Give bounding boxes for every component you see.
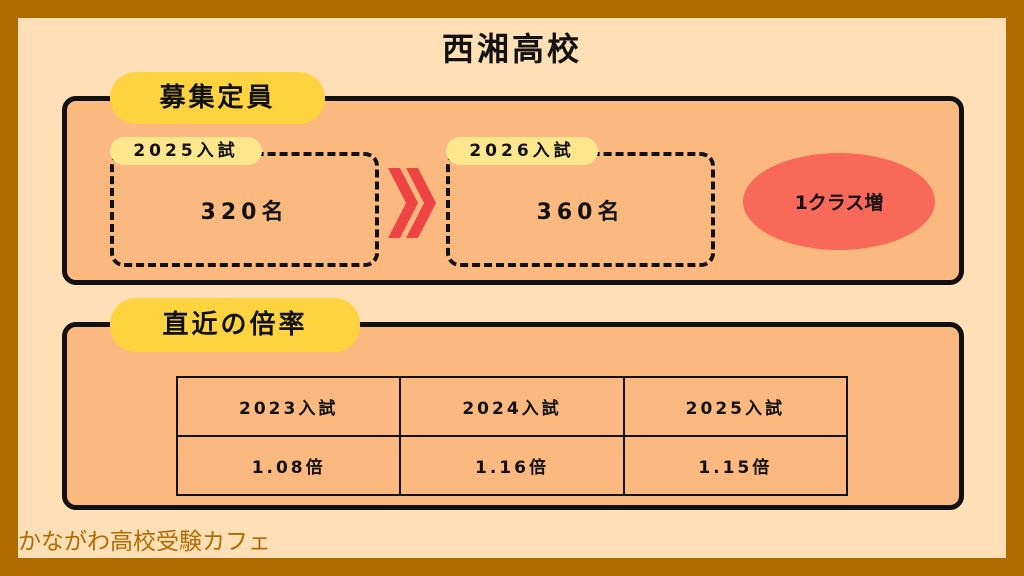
- change-text: 1クラス増: [794, 192, 884, 214]
- table-row: 1.08倍 1.16倍 1.15倍: [175, 435, 849, 496]
- ratio-label: 直近の倍率: [110, 298, 360, 352]
- value-cell: 1.16倍: [399, 435, 625, 496]
- capacity-label: 募集定員: [110, 72, 325, 124]
- ratio-table: 2023入試 2024入試 2025入試 1.08倍 1.16倍 1.15倍: [175, 376, 849, 496]
- capacity-before-box: 320名: [110, 152, 379, 267]
- value-cell: 1.15倍: [622, 435, 849, 496]
- capacity-after-year: 2026入試: [446, 137, 598, 165]
- value-cell: 1.08倍: [175, 435, 402, 496]
- header-cell: 2024入試: [399, 376, 625, 437]
- header-cell: 2023入試: [175, 376, 402, 437]
- capacity-before-value: 320名: [200, 199, 289, 225]
- header-cell: 2025入試: [622, 376, 849, 437]
- page-title: 西湘高校: [441, 30, 582, 68]
- capacity-before-year: 2025入試: [110, 137, 262, 165]
- double-chevron-right-icon: [388, 168, 436, 238]
- change-badge: 1クラス増: [743, 153, 935, 250]
- capacity-after-box: 360名: [446, 152, 715, 267]
- table-header-row: 2023入試 2024入試 2025入試: [175, 376, 849, 437]
- footer-credit: かながわ高校受験カフェ: [18, 529, 271, 555]
- capacity-after-value: 360名: [536, 199, 625, 225]
